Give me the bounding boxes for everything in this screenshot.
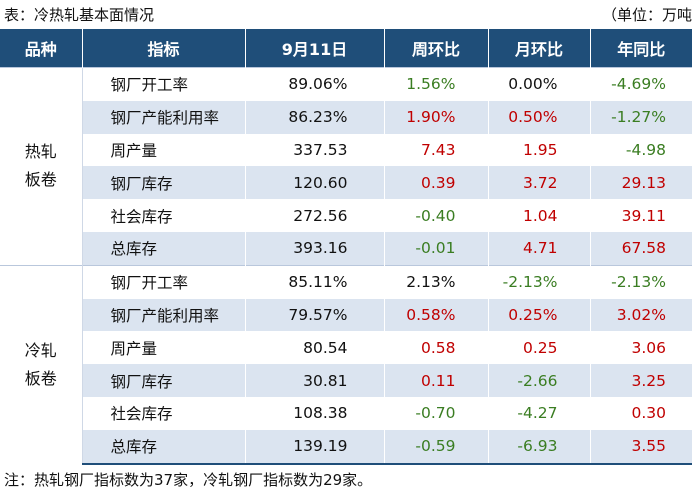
mom-cell: 0.50% (488, 100, 591, 134)
wow-cell: 0.58% (384, 298, 489, 332)
yoy-cell: 3.25 (590, 364, 692, 397)
date-value-cell: 80.54 (245, 331, 385, 365)
table-row: 周产量 80.54 0.58 0.25 3.06 (0, 331, 692, 365)
table-row: 钢厂产能利用率 79.57% 0.58% 0.25% 3.02% (0, 298, 692, 332)
wow-cell: 0.11 (384, 364, 489, 397)
mom-cell: 4.71 (488, 231, 591, 266)
date-value-cell: 393.16 (245, 231, 385, 266)
wow-cell: 7.43 (384, 133, 489, 167)
date-value-cell: 85.11% (245, 264, 385, 299)
product-label-line: 板卷 (24, 170, 57, 190)
indicator-cell: 钢厂开工率 (82, 66, 246, 101)
mom-cell: -2.66 (488, 364, 591, 397)
header-mom: 月环比 (488, 29, 591, 68)
wow-cell: -0.01 (384, 231, 489, 266)
date-value-cell: 79.57% (245, 298, 385, 332)
product-label-line: 板卷 (24, 368, 57, 388)
unit-label: （单位：万吨 (601, 6, 692, 24)
mom-cell: 0.00% (488, 66, 591, 101)
indicator-cell: 总库存 (82, 429, 246, 465)
table-row: 钢厂库存 120.60 0.39 3.72 29.13 (0, 166, 692, 200)
fundamentals-table: 品种 指标 9月11日 周环比 月环比 年同比 热轧 板卷 钢厂开工率 89.06% 1… (0, 29, 692, 465)
header-product: 品种 (0, 29, 83, 68)
date-value-cell: 272.56 (245, 199, 385, 232)
product-cell: 冷轧 板卷 (0, 264, 83, 464)
wow-cell: 2.13% (384, 264, 489, 299)
table-body: 热轧 板卷 钢厂开工率 89.06% 1.56% 0.00% -4.69% 钢厂产能利用率 86… (0, 66, 692, 465)
yoy-cell: 29.13 (590, 166, 692, 200)
header-date: 9月11日 (245, 29, 385, 68)
yoy-cell: 3.06 (590, 331, 692, 365)
table-row: 冷轧 板卷 钢厂开工率 85.11% 2.13% -2.13% -2.13% (0, 264, 692, 464)
yoy-cell: 0.30 (590, 396, 692, 430)
wow-cell: 0.58 (384, 331, 489, 365)
indicator-cell: 社会库存 (82, 396, 246, 430)
header-yoy: 年同比 (590, 29, 692, 68)
wow-cell: 0.39 (384, 166, 489, 200)
yoy-cell: -1.27% (590, 100, 692, 134)
date-value-cell: 86.23% (245, 100, 385, 134)
mom-cell: 1.04 (488, 199, 591, 232)
yoy-cell: 3.55 (590, 429, 692, 465)
wow-cell: -0.70 (384, 396, 489, 430)
wow-cell: -0.59 (384, 429, 489, 465)
table-row: 周产量 337.53 7.43 1.95 -4.98 (0, 133, 692, 167)
table-row: 热轧 板卷 钢厂开工率 89.06% 1.56% 0.00% -4.69% (0, 66, 692, 266)
indicator-cell: 钢厂库存 (82, 364, 246, 397)
wow-cell: 1.56% (384, 66, 489, 101)
indicator-cell: 社会库存 (82, 199, 246, 232)
product-cell: 热轧 板卷 (0, 67, 83, 266)
table-row: 社会库存 108.38 -0.70 -4.27 0.30 (0, 396, 692, 430)
mom-cell: 1.95 (488, 133, 591, 167)
indicator-cell: 钢厂产能利用率 (82, 100, 246, 134)
table-row: 总库存 139.19 -0.59 -6.93 3.55 (0, 429, 692, 465)
yoy-cell: 67.58 (590, 231, 692, 266)
header-row: 品种 指标 9月11日 周环比 月环比 年同比 (0, 29, 692, 68)
indicator-cell: 总库存 (82, 231, 246, 266)
yoy-cell: 3.02% (590, 298, 692, 332)
mom-cell: -6.93 (488, 429, 591, 465)
indicator-cell: 钢厂产能利用率 (82, 298, 246, 332)
wow-cell: 1.90% (384, 100, 489, 134)
indicator-cell: 钢厂开工率 (82, 264, 246, 299)
table-row: 钢厂产能利用率 86.23% 1.90% 0.50% -1.27% (0, 100, 692, 134)
indicator-cell: 钢厂库存 (82, 166, 246, 200)
table-row: 总库存 393.16 -0.01 4.71 67.58 (0, 231, 692, 266)
yoy-cell: -2.13% (590, 264, 692, 299)
header-indicator: 指标 (82, 29, 246, 68)
date-value-cell: 30.81 (245, 364, 385, 397)
product-label-line: 热轧 (24, 142, 57, 162)
date-value-cell: 108.38 (245, 396, 385, 430)
mom-cell: -2.13% (488, 264, 591, 299)
table-row: 社会库存 272.56 -0.40 1.04 39.11 (0, 199, 692, 232)
yoy-cell: -4.69% (590, 66, 692, 101)
indicator-cell: 周产量 (82, 133, 246, 167)
date-value-cell: 89.06% (245, 66, 385, 101)
wow-cell: -0.40 (384, 199, 489, 232)
date-value-cell: 120.60 (245, 166, 385, 200)
product-label-line: 冷轧 (24, 340, 57, 360)
mom-cell: 0.25% (488, 298, 591, 332)
yoy-cell: 39.11 (590, 199, 692, 232)
mom-cell: 0.25 (488, 331, 591, 365)
footnote: 注：热轧钢厂指标数为37家，冷轧钢厂指标数为29家。 (4, 471, 373, 489)
table-row: 钢厂库存 30.81 0.11 -2.66 3.25 (0, 364, 692, 397)
yoy-cell: -4.98 (590, 133, 692, 167)
mom-cell: -4.27 (488, 396, 591, 430)
date-value-cell: 139.19 (245, 429, 385, 465)
mom-cell: 3.72 (488, 166, 591, 200)
date-value-cell: 337.53 (245, 133, 385, 167)
header-wow: 周环比 (384, 29, 489, 68)
table-title: 表：冷热轧基本面情况 (4, 6, 155, 24)
indicator-cell: 周产量 (82, 331, 246, 365)
